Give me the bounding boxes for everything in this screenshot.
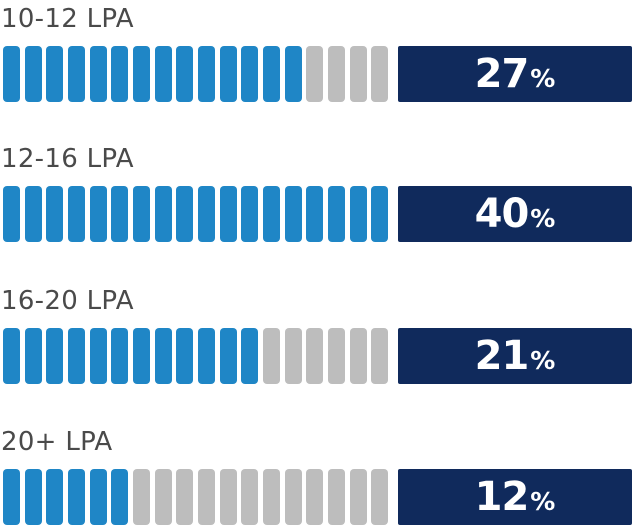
category-label: 16-20 LPA: [1, 286, 134, 316]
bar-segment-filled: [371, 186, 389, 242]
bar-segment-filled: [111, 186, 129, 242]
bar-segment-empty: [284, 328, 302, 384]
bar-segment-empty: [328, 46, 345, 102]
value-label: 27: [474, 51, 530, 97]
bar-segment-filled: [3, 46, 20, 102]
bar-segment-filled: [176, 46, 194, 102]
bar-segment-filled: [68, 469, 85, 525]
bar-segment-filled: [219, 46, 237, 102]
value-box: 40%: [398, 186, 632, 242]
bar-segment-filled: [89, 186, 107, 242]
bar-segment-filled: [89, 46, 107, 102]
bar-segment-filled: [68, 186, 85, 242]
segmented-bar: [3, 469, 393, 525]
bar-segment-filled: [111, 469, 129, 525]
category-label: 20+ LPA: [1, 427, 113, 457]
percent-sign: %: [530, 486, 556, 516]
bar-segment-filled: [154, 46, 172, 102]
bar-segment-empty: [198, 469, 215, 525]
bar-segment-filled: [284, 186, 302, 242]
value-label: 40: [474, 191, 530, 237]
bar-segment-empty: [371, 46, 389, 102]
value-box: 12%: [398, 469, 632, 525]
bar-segment-empty: [349, 46, 367, 102]
bar-segment-empty: [306, 469, 324, 525]
bar-segment-filled: [24, 328, 42, 384]
bar-segment-filled: [176, 186, 194, 242]
percent-sign: %: [530, 63, 556, 93]
bar-segment-filled: [111, 328, 129, 384]
value-label: 21: [474, 333, 530, 379]
bar-segment-filled: [133, 186, 150, 242]
bar-segment-filled: [3, 186, 20, 242]
percent-sign: %: [530, 203, 556, 233]
bar-segment-filled: [306, 186, 324, 242]
bar-segment-empty: [306, 46, 324, 102]
bar-segment-filled: [241, 46, 259, 102]
bar-segment-filled: [133, 328, 150, 384]
bar-segment-filled: [284, 46, 302, 102]
bar-segment-filled: [263, 186, 280, 242]
bar-segment-filled: [3, 328, 20, 384]
category-label: 10-12 LPA: [1, 4, 134, 34]
bar-segment-filled: [24, 186, 42, 242]
bar-segment-empty: [306, 328, 324, 384]
bar-segment-empty: [176, 469, 194, 525]
bar-segment-filled: [198, 328, 215, 384]
bar-segment-filled: [111, 46, 129, 102]
bar-segment-filled: [24, 46, 42, 102]
bar-segment-filled: [154, 186, 172, 242]
bar-segment-filled: [219, 186, 237, 242]
value-box: 21%: [398, 328, 632, 384]
bar-segment-empty: [154, 469, 172, 525]
bar-segment-empty: [371, 328, 389, 384]
bar-segment-filled: [46, 469, 64, 525]
segmented-bar: [3, 186, 393, 242]
bar-segment-empty: [263, 469, 280, 525]
category-label: 12-16 LPA: [1, 144, 134, 174]
bar-segment-empty: [284, 469, 302, 525]
bar-segment-filled: [46, 328, 64, 384]
bar-segment-filled: [133, 46, 150, 102]
bar-segment-filled: [263, 46, 280, 102]
value-label: 12: [474, 474, 530, 520]
bar-segment-filled: [349, 186, 367, 242]
segmented-bar: [3, 328, 393, 384]
bar-segment-filled: [46, 186, 64, 242]
bar-segment-filled: [68, 46, 85, 102]
percent-sign: %: [530, 345, 556, 375]
bar-segment-empty: [349, 469, 367, 525]
bar-segment-filled: [241, 186, 259, 242]
bar-segment-empty: [349, 328, 367, 384]
bar-segment-filled: [198, 46, 215, 102]
bar-segment-empty: [241, 469, 259, 525]
value-box: 27%: [398, 46, 632, 102]
bar-segment-filled: [154, 328, 172, 384]
segmented-bar: [3, 46, 393, 102]
bar-segment-empty: [263, 328, 280, 384]
bar-segment-empty: [133, 469, 150, 525]
bar-segment-empty: [219, 469, 237, 525]
bar-segment-filled: [89, 328, 107, 384]
bar-segment-filled: [68, 328, 85, 384]
bar-segment-empty: [328, 469, 345, 525]
bar-segment-filled: [24, 469, 42, 525]
bar-segment-filled: [241, 328, 259, 384]
bar-segment-empty: [328, 328, 345, 384]
bar-segment-empty: [371, 469, 389, 525]
bar-segment-filled: [89, 469, 107, 525]
bar-segment-filled: [198, 186, 215, 242]
bar-segment-filled: [328, 186, 345, 242]
bar-segment-filled: [176, 328, 194, 384]
bar-segment-filled: [3, 469, 20, 525]
bar-segment-filled: [219, 328, 237, 384]
bar-segment-filled: [46, 46, 64, 102]
